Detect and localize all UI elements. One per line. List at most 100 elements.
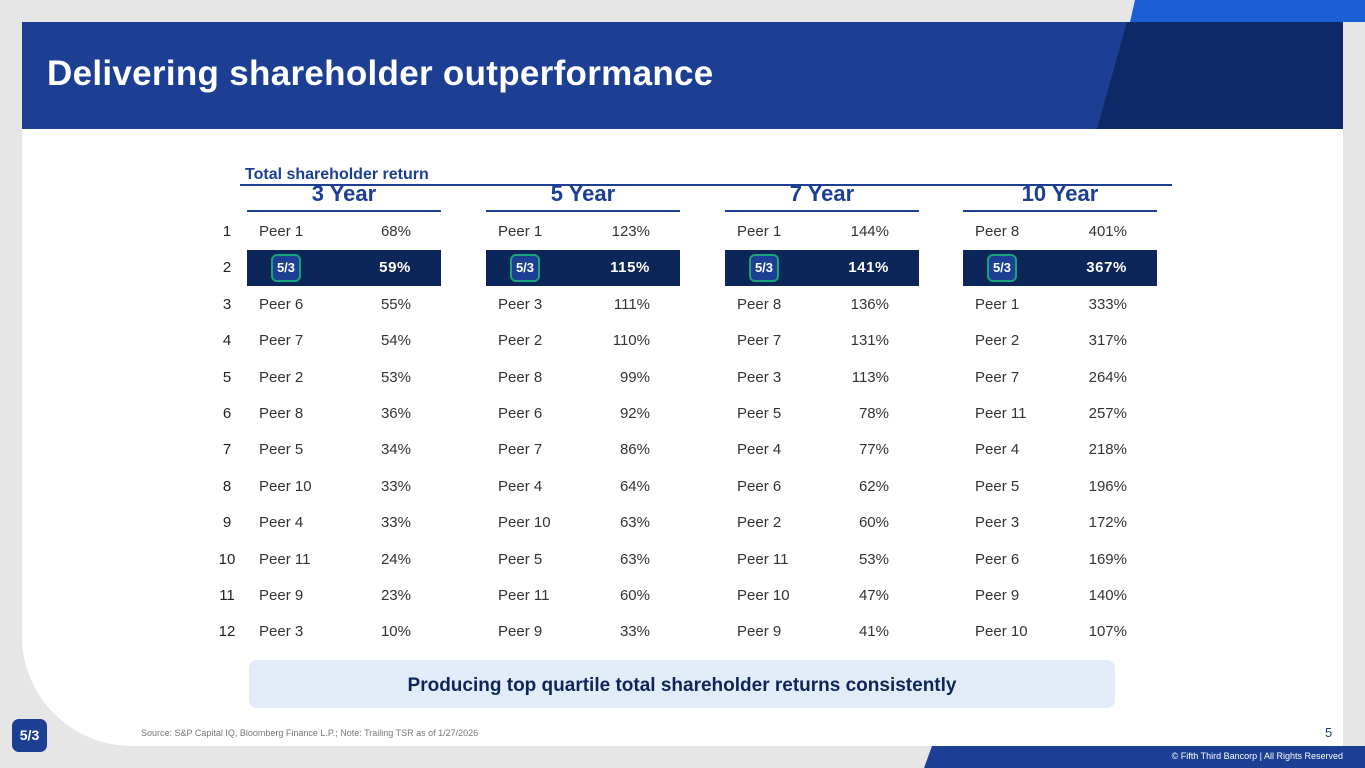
table-row: Peer 5 78% xyxy=(725,396,919,432)
peer-name: Peer 6 xyxy=(259,295,304,313)
peer-name: Peer 10 xyxy=(498,514,551,532)
peer-name: Peer 1 xyxy=(975,295,1020,313)
peer-name: Peer 1 xyxy=(259,223,304,240)
tsr-value: 110% xyxy=(612,332,650,350)
table-row: Peer 1 123% xyxy=(486,214,680,250)
peer-name: Peer 7 xyxy=(259,332,304,350)
fifth-third-logo-icon: 5/3 xyxy=(510,254,540,283)
table-row: Peer 3 113% xyxy=(725,360,919,396)
tsr-value: 77% xyxy=(858,441,889,459)
peer-name: Peer 3 xyxy=(498,295,543,313)
table-row: Peer 3 111% xyxy=(486,287,680,323)
table-row: Peer 1 68% xyxy=(247,214,441,250)
tsr-value: 113% xyxy=(851,368,889,386)
tsr-value: 34% xyxy=(380,441,411,459)
table-row: Peer 11 60% xyxy=(486,578,680,614)
table-row: Peer 3 172% xyxy=(963,505,1157,541)
section-divider xyxy=(240,184,1172,186)
fifth-third-logo-icon: 5/3 xyxy=(987,254,1017,283)
table-row: Peer 6 55% xyxy=(247,287,441,323)
highlight-row: 5/3 115% xyxy=(486,250,680,287)
tsr-value: 53% xyxy=(380,368,411,386)
tsr-value: 140% xyxy=(1088,587,1127,604)
tsr-value: 111% xyxy=(613,295,650,313)
tsr-value: 64% xyxy=(619,477,650,495)
tsr-value: 63% xyxy=(619,550,650,568)
rank-number: 7 xyxy=(222,441,232,459)
table-row: Peer 1 333% xyxy=(963,287,1157,323)
table-row: Peer 10 47% xyxy=(725,578,919,614)
table-row: Peer 3 10% xyxy=(247,614,441,650)
peer-name: Peer 5 xyxy=(259,441,304,459)
table-row: Peer 7 54% xyxy=(247,323,441,359)
peer-name: Peer 2 xyxy=(259,368,304,386)
period-column: 5 Year Peer 1 123% 5/3 115% Peer 3 111% Peer 2 1… xyxy=(486,178,680,640)
table-row: Peer 6 92% xyxy=(486,396,680,432)
column-heading: 10 Year xyxy=(963,178,1157,212)
peer-name: Peer 8 xyxy=(259,405,304,422)
tsr-value: 136% xyxy=(850,295,889,313)
highlight-row: 5/3 59% xyxy=(247,250,441,287)
tsr-value: 59% xyxy=(379,259,411,277)
peer-name: Peer 2 xyxy=(975,332,1020,350)
table-row: Peer 8 99% xyxy=(486,360,680,396)
peer-name: Peer 5 xyxy=(975,477,1020,495)
tsr-value: 53% xyxy=(858,550,889,568)
peer-name: Peer 11 xyxy=(975,405,1027,422)
copyright: © Fifth Third Bancorp | All Rights Reser… xyxy=(1171,751,1343,761)
peer-name: Peer 8 xyxy=(498,368,543,386)
table-row: Peer 10 107% xyxy=(963,614,1157,650)
table-row: Peer 8 401% xyxy=(963,214,1157,250)
peer-name: Peer 9 xyxy=(498,623,543,641)
peer-name: Peer 11 xyxy=(259,550,311,568)
tsr-value: 141% xyxy=(848,259,889,277)
tsr-value: 99% xyxy=(619,368,650,386)
peer-name: Peer 4 xyxy=(498,477,543,495)
peer-name: Peer 4 xyxy=(975,441,1020,459)
peer-name: Peer 1 xyxy=(737,223,782,240)
table-row: Peer 8 136% xyxy=(725,287,919,323)
peer-name: Peer 6 xyxy=(975,550,1020,568)
fifth-third-logo-icon: 5/3 xyxy=(12,719,47,752)
peer-name: Peer 9 xyxy=(259,587,304,604)
peer-name: Peer 4 xyxy=(737,441,782,459)
peer-name: Peer 10 xyxy=(259,477,312,495)
table-row: Peer 4 77% xyxy=(725,432,919,468)
tsr-value: 47% xyxy=(858,587,889,604)
table-row: Peer 11 24% xyxy=(247,542,441,578)
period-column: 7 Year Peer 1 144% 5/3 141% Peer 8 136% Peer 7 1… xyxy=(725,178,919,640)
table-row: Peer 2 60% xyxy=(725,505,919,541)
tsr-value: 172% xyxy=(1088,514,1127,532)
tsr-value: 144% xyxy=(850,223,889,240)
peer-name: Peer 11 xyxy=(737,550,789,568)
table-row: Peer 6 169% xyxy=(963,542,1157,578)
table-row: Peer 5 63% xyxy=(486,542,680,578)
peer-name: Peer 9 xyxy=(737,623,782,641)
table-row: Peer 4 33% xyxy=(247,505,441,541)
peer-name: Peer 5 xyxy=(737,405,782,422)
table-row: Peer 9 41% xyxy=(725,614,919,650)
tsr-value: 33% xyxy=(380,477,411,495)
tsr-value: 55% xyxy=(380,295,411,313)
tsr-value: 33% xyxy=(619,623,650,641)
period-column: 10 Year Peer 8 401% 5/3 367% Peer 1 333% Peer 2… xyxy=(963,178,1157,640)
table-row: Peer 8 36% xyxy=(247,396,441,432)
peer-name: Peer 1 xyxy=(498,223,543,240)
period-column: 3 Year Peer 1 68% 5/3 59% Peer 6 55% Peer 7 54% P… xyxy=(247,178,441,640)
tsr-value: 62% xyxy=(858,477,889,495)
rank-number: 4 xyxy=(222,332,232,350)
peer-name: Peer 2 xyxy=(737,514,782,532)
rank-number: 6 xyxy=(222,405,232,422)
table-row: Peer 2 53% xyxy=(247,360,441,396)
peer-name: Peer 7 xyxy=(498,441,543,459)
tsr-value: 218% xyxy=(1088,441,1127,459)
rank-number: 8 xyxy=(222,477,232,495)
column-heading: 7 Year xyxy=(725,178,919,212)
peer-name: Peer 7 xyxy=(975,368,1020,386)
section-label: Total shareholder return xyxy=(245,166,429,183)
table-row: Peer 10 33% xyxy=(247,469,441,505)
table-row: Peer 4 218% xyxy=(963,432,1157,468)
table-row: Peer 9 140% xyxy=(963,578,1157,614)
highlight-row: 5/3 367% xyxy=(963,250,1157,287)
table-row: Peer 5 196% xyxy=(963,469,1157,505)
